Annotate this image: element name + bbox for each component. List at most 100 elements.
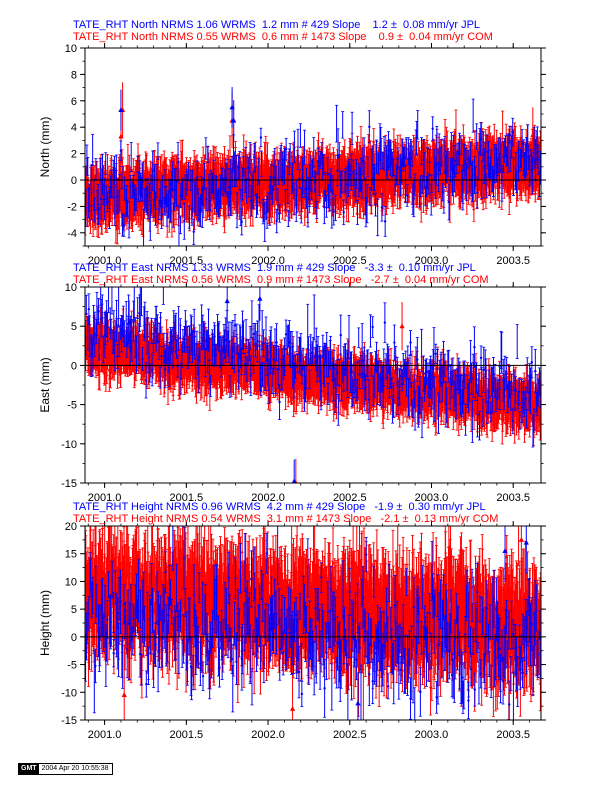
data-point bbox=[147, 183, 151, 202]
data-point bbox=[431, 116, 435, 141]
data-point bbox=[463, 144, 467, 180]
data-point bbox=[340, 169, 344, 194]
data-point bbox=[459, 135, 463, 156]
data-point bbox=[344, 168, 348, 194]
data-point bbox=[120, 166, 124, 190]
data-point bbox=[179, 183, 183, 209]
data-point bbox=[375, 139, 379, 174]
data-point bbox=[288, 143, 292, 166]
data-point bbox=[301, 160, 305, 194]
data-point bbox=[105, 192, 109, 213]
data-point bbox=[286, 210, 290, 228]
x-tick-label: 2001.5 bbox=[170, 255, 204, 267]
east-series-com bbox=[85, 302, 541, 483]
height-data-area bbox=[85, 526, 541, 720]
data-point bbox=[141, 162, 145, 202]
data-point bbox=[248, 141, 252, 174]
data-point bbox=[89, 165, 93, 191]
data-point bbox=[122, 214, 126, 237]
data-point bbox=[246, 156, 250, 179]
data-point bbox=[413, 173, 417, 197]
data-point bbox=[91, 133, 95, 166]
data-point bbox=[160, 199, 164, 229]
data-point bbox=[349, 153, 353, 191]
data-point bbox=[110, 169, 114, 198]
data-point bbox=[320, 142, 324, 165]
data-point bbox=[312, 137, 316, 168]
data-point bbox=[455, 143, 459, 166]
y-tick-label: -15 bbox=[61, 478, 77, 490]
data-point bbox=[278, 204, 282, 223]
data-point bbox=[348, 163, 352, 187]
data-point bbox=[303, 129, 307, 165]
data-point bbox=[259, 127, 263, 148]
outlier-point bbox=[231, 100, 237, 141]
data-point bbox=[333, 195, 337, 221]
data-point bbox=[403, 164, 407, 204]
data-point bbox=[116, 190, 120, 214]
data-point bbox=[446, 148, 450, 177]
data-point bbox=[380, 193, 384, 222]
data-point bbox=[398, 154, 402, 197]
data-point bbox=[428, 148, 432, 177]
data-point bbox=[117, 287, 121, 328]
y-tick-label: -4 bbox=[67, 228, 77, 240]
data-point bbox=[201, 178, 205, 206]
x-tick-label: 2002.0 bbox=[251, 255, 285, 267]
data-point bbox=[405, 184, 409, 207]
y-tick-label: 5 bbox=[71, 321, 77, 333]
data-point bbox=[471, 98, 475, 133]
data-point bbox=[206, 145, 210, 164]
data-point bbox=[183, 174, 187, 200]
data-point bbox=[538, 150, 541, 185]
data-point bbox=[202, 162, 206, 190]
north-data-area bbox=[85, 82, 541, 246]
data-point bbox=[190, 169, 194, 212]
y-tick-label: -2 bbox=[67, 201, 77, 213]
data-point bbox=[504, 146, 508, 167]
data-point bbox=[93, 197, 97, 223]
data-point bbox=[453, 145, 457, 177]
data-point bbox=[251, 171, 255, 209]
data-point bbox=[312, 294, 316, 341]
data-point bbox=[119, 140, 123, 161]
y-tick-label: 8 bbox=[71, 69, 77, 81]
data-point bbox=[99, 179, 103, 220]
data-point bbox=[97, 207, 101, 225]
data-point bbox=[466, 150, 470, 169]
data-point bbox=[515, 324, 519, 360]
data-point bbox=[118, 174, 122, 212]
north-plot-frame bbox=[84, 47, 542, 247]
data-point bbox=[433, 156, 437, 199]
data-point bbox=[318, 151, 322, 169]
data-point bbox=[416, 110, 420, 140]
data-point bbox=[331, 175, 335, 195]
data-point bbox=[212, 159, 216, 200]
data-point bbox=[204, 137, 208, 160]
data-point bbox=[196, 188, 200, 222]
data-point bbox=[354, 159, 358, 189]
data-point bbox=[355, 200, 359, 225]
data-point bbox=[332, 197, 336, 226]
data-point bbox=[149, 174, 153, 214]
data-point bbox=[322, 154, 326, 176]
data-point bbox=[87, 183, 91, 213]
data-point bbox=[376, 152, 380, 175]
y-tick-label: 6 bbox=[71, 96, 77, 108]
data-point bbox=[146, 178, 150, 220]
data-point bbox=[419, 175, 423, 198]
data-point bbox=[515, 171, 519, 194]
data-point bbox=[383, 205, 387, 237]
data-point bbox=[156, 142, 160, 160]
data-point bbox=[491, 169, 495, 197]
data-point bbox=[366, 156, 370, 177]
data-point bbox=[94, 158, 98, 180]
data-point bbox=[527, 155, 531, 187]
data-point bbox=[410, 145, 414, 167]
data-point bbox=[306, 177, 310, 200]
data-point bbox=[529, 149, 533, 185]
data-point bbox=[101, 183, 105, 205]
data-point bbox=[266, 192, 270, 212]
